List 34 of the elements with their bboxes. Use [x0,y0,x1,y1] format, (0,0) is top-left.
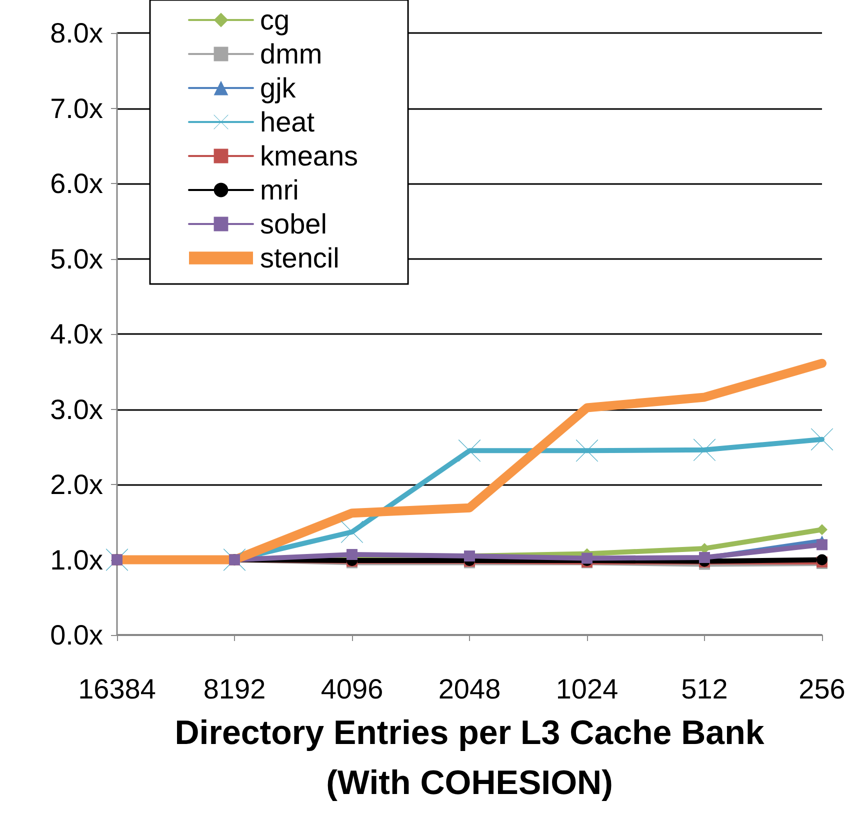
x-tick-label: 512 [681,674,728,704]
legend-label: dmm [260,38,322,70]
y-tick-label: 7.0x [50,92,103,124]
x-tick-label: 1024 [556,674,618,704]
x-tick-label: 4096 [320,674,384,704]
y-tick-label: 2.0x [50,469,103,500]
point [816,554,828,566]
point [582,552,592,564]
x-tick-label: 2048 [438,674,501,704]
y-tick-label: 5.0x [50,243,103,274]
y-tick-label: 6.0x [50,168,103,199]
point [576,440,598,462]
x-tick-label: 8192 [203,674,266,704]
legend-label: gjk [260,72,297,104]
point [816,539,828,550]
y-tick-label: 1.0x [50,544,103,576]
x-tick-label: 16384 [78,674,156,704]
point [694,438,716,461]
y-tick-label: 8.0x [50,18,103,48]
point [816,524,828,536]
y-tick-label: 4.0x [50,318,103,350]
legend-label: mri [260,174,299,206]
point [458,440,480,462]
legend-label: sobel [260,208,327,240]
x-axis-title: Directory Entries per L3 Cache Bank (With COHESION) [174,714,764,802]
x-tick-label: 256 [798,674,846,704]
legend-label: cg [260,4,290,36]
y-tick-label: 3.0x [50,394,103,425]
point [341,520,363,543]
legend-label: kmeans [260,140,358,172]
legend-label: heat [260,106,315,138]
point [811,428,833,450]
legend-label: stencil [260,242,340,274]
y-tick-label: 0.0x [50,620,103,650]
